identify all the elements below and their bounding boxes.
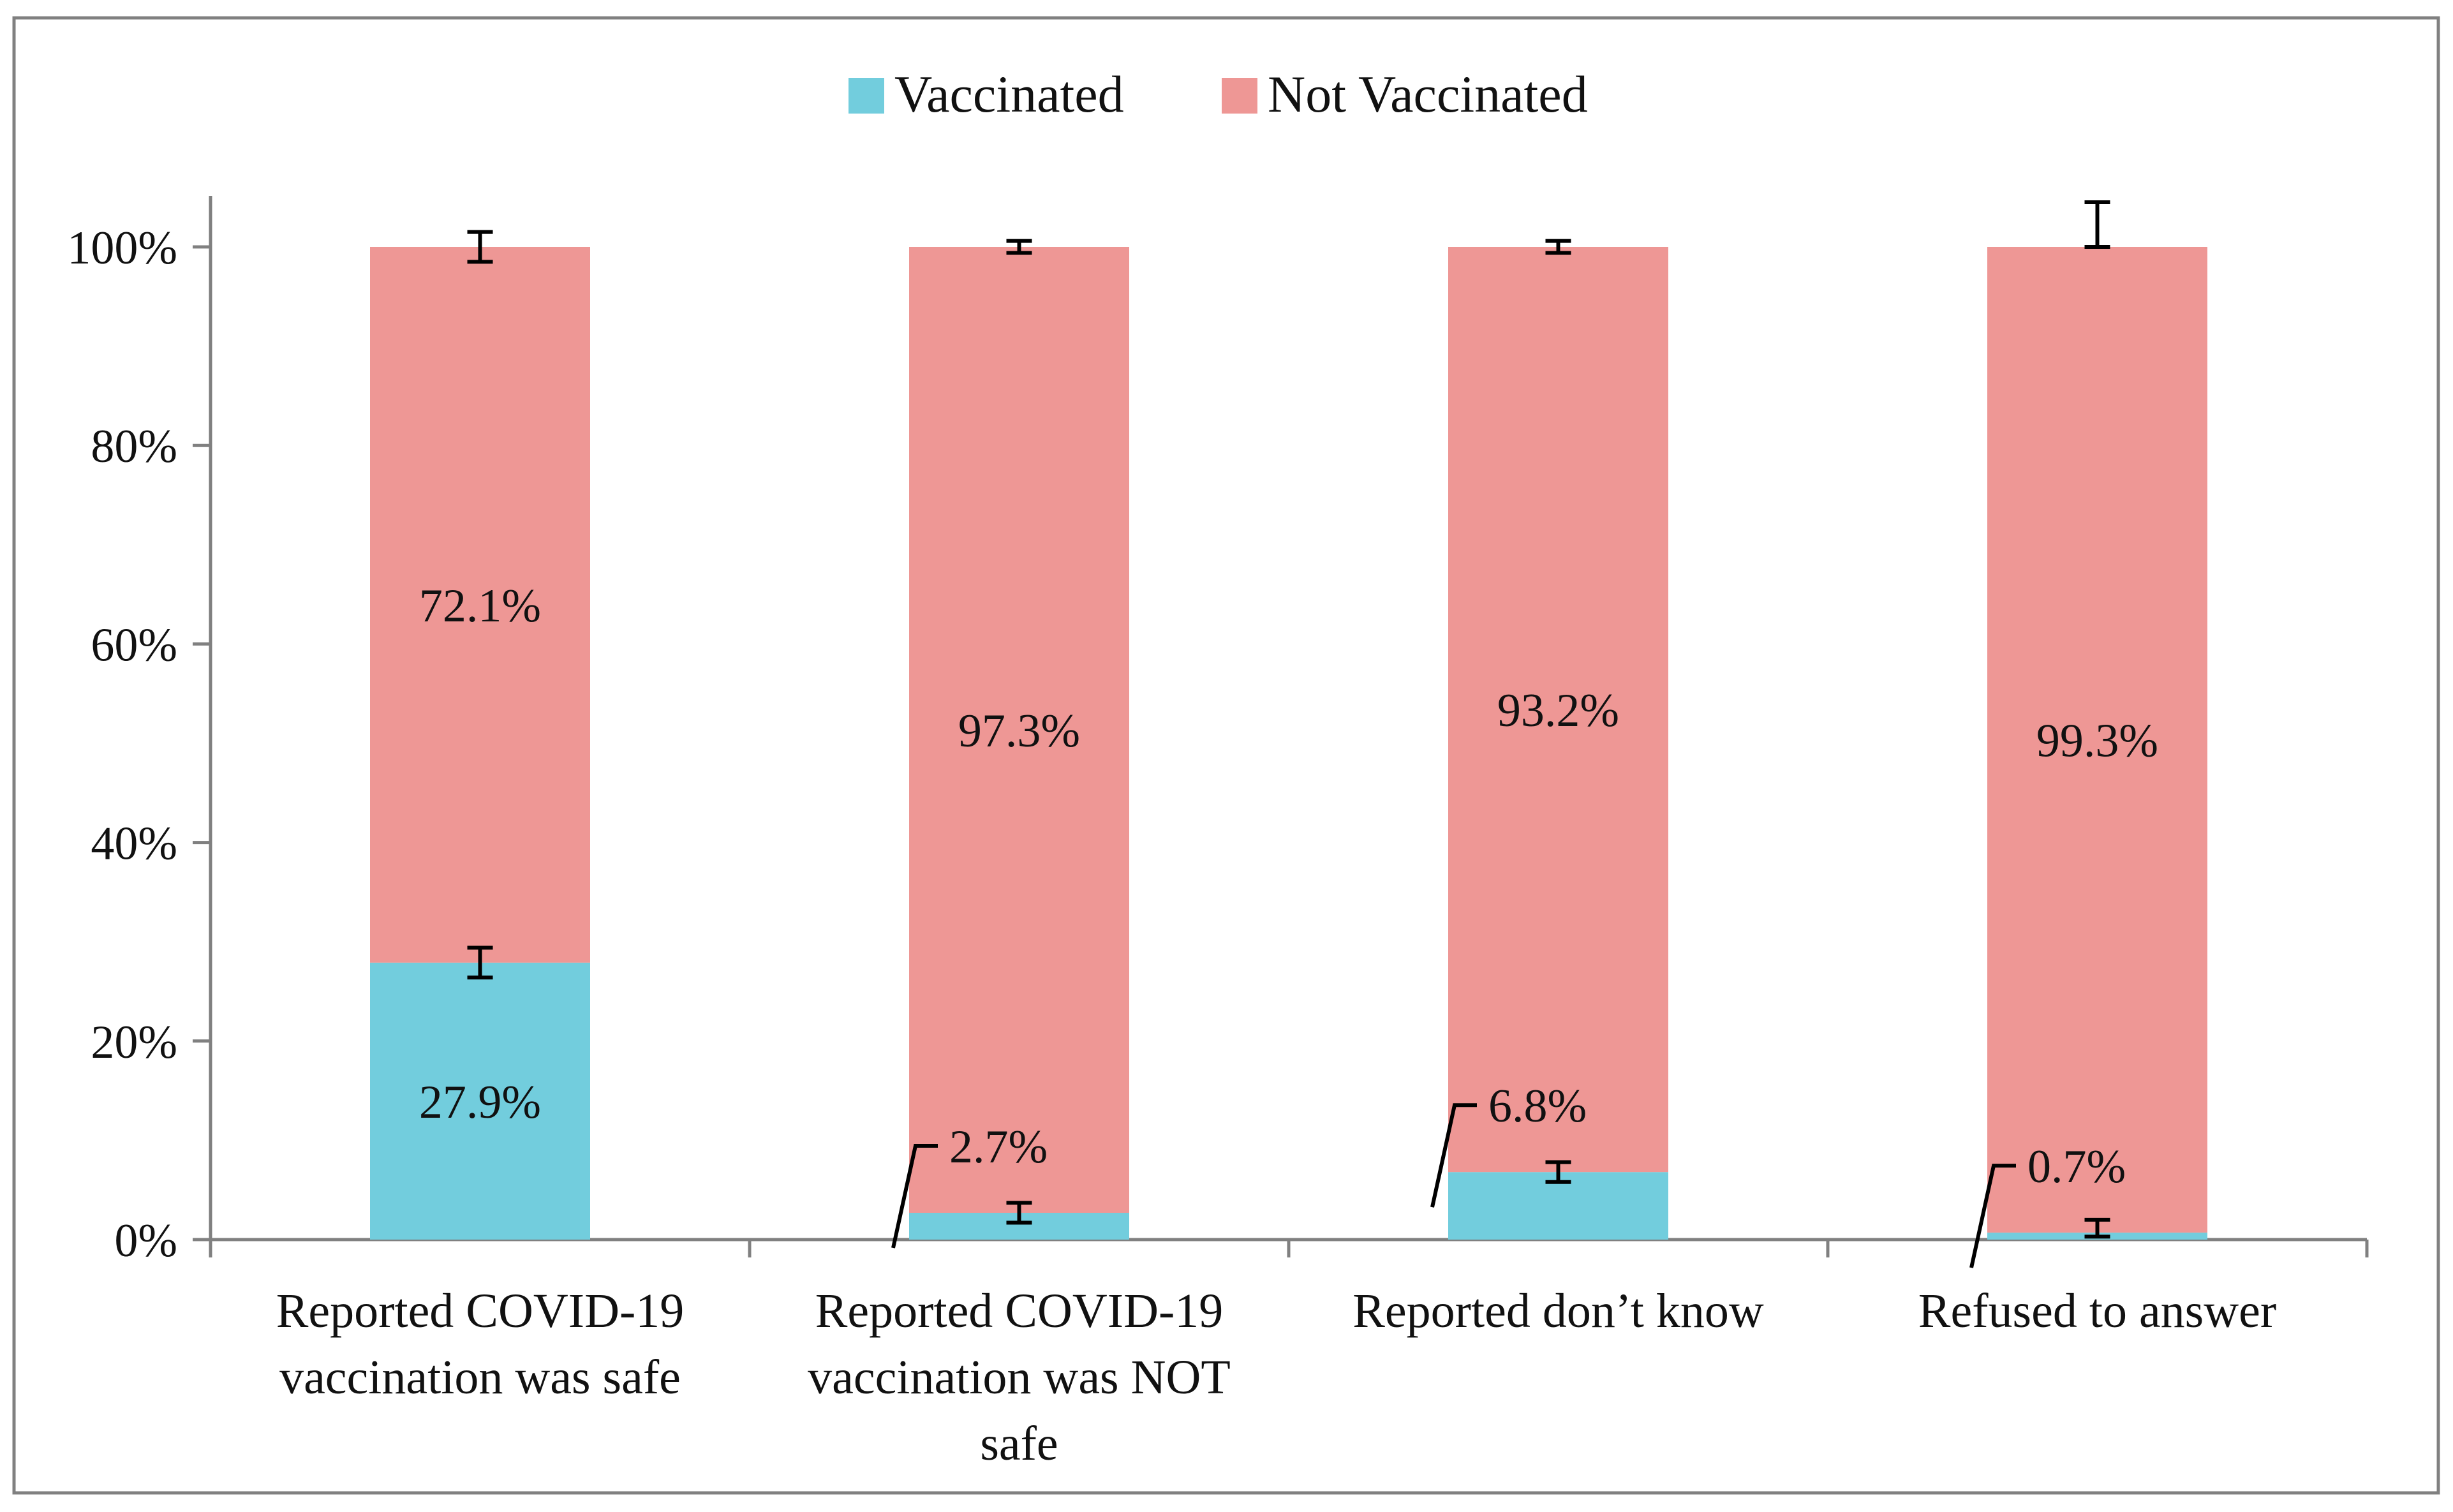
legend: Vaccinated Not Vaccinated (849, 65, 1588, 123)
legend-swatch-not-vaccinated (1222, 78, 1257, 114)
y-tick-label: 0% (114, 1215, 177, 1267)
annotations: 72.1% 27.9% 97.3% 2.7% 93.2% 6.8% 99.3% 0.7% (419, 200, 2158, 1268)
error-bar-not-vaccinated (2084, 200, 2110, 249)
error-bar-not-vaccinated (467, 230, 493, 264)
y-tick-label: 80% (91, 420, 177, 473)
x-category-label: Reported don’t know (1352, 1284, 1764, 1338)
bar-not-vaccinated (1987, 247, 2207, 1233)
error-bar-vaccinated (1545, 1160, 1571, 1184)
error-bar-not-vaccinated (1006, 239, 1032, 255)
bar-not-vaccinated (370, 247, 590, 963)
x-category-label-line: vaccination was NOT (808, 1351, 1231, 1404)
y-axis: 0% 20% 40% 60% 80% 100% (67, 196, 212, 1267)
x-category-label-line: Reported COVID-19 (276, 1284, 685, 1338)
y-tick-label: 100% (67, 222, 177, 274)
value-label-vaccinated: 0.7% (2027, 1141, 2126, 1193)
value-label-not-vaccinated: 97.3% (958, 705, 1080, 757)
legend-label-vaccinated: Vaccinated (894, 65, 1124, 123)
x-category-label: Reported COVID-19 vaccination was safe (276, 1284, 685, 1404)
y-tick-label: 20% (91, 1016, 177, 1069)
leader-line (1969, 1164, 2016, 1268)
x-axis: Reported COVID-19 vaccination was safeRep… (209, 1238, 2369, 1471)
x-category-label: Refused to answer (1918, 1284, 2276, 1338)
value-label-not-vaccinated: 99.3% (2036, 715, 2158, 767)
bar-not-vaccinated (909, 247, 1129, 1213)
x-category-label-line: Reported don’t know (1352, 1284, 1764, 1338)
leader-line (1430, 1103, 1477, 1208)
y-tick-label: 60% (91, 619, 177, 671)
value-label-vaccinated: 27.9% (419, 1076, 541, 1129)
y-tick-label: 40% (91, 818, 177, 870)
error-bar-vaccinated (467, 945, 493, 980)
x-category-label-line: vaccination was safe (279, 1351, 681, 1404)
bar-not-vaccinated (1448, 247, 1668, 1173)
error-bar-vaccinated (1006, 1201, 1032, 1225)
x-category-label: Reported COVID-19 vaccination was NOT safe (808, 1284, 1231, 1471)
error-bar-not-vaccinated (1545, 239, 1571, 255)
x-category-label-line: safe (980, 1417, 1058, 1471)
legend-swatch-vaccinated (849, 78, 884, 114)
value-label-vaccinated: 6.8% (1488, 1080, 1587, 1132)
x-category-label-line: Refused to answer (1918, 1284, 2276, 1338)
bar-vaccinated (370, 962, 590, 1240)
leader-line (891, 1143, 938, 1249)
legend-label-not-vaccinated: Not Vaccinated (1268, 65, 1588, 123)
error-bar-vaccinated (2084, 1217, 2110, 1239)
value-label-vaccinated: 2.7% (949, 1121, 1048, 1173)
value-label-not-vaccinated: 72.1% (419, 580, 541, 632)
value-label-not-vaccinated: 93.2% (1497, 685, 1619, 737)
bars (370, 247, 2207, 1240)
x-category-label-line: Reported COVID-19 (815, 1284, 1224, 1338)
